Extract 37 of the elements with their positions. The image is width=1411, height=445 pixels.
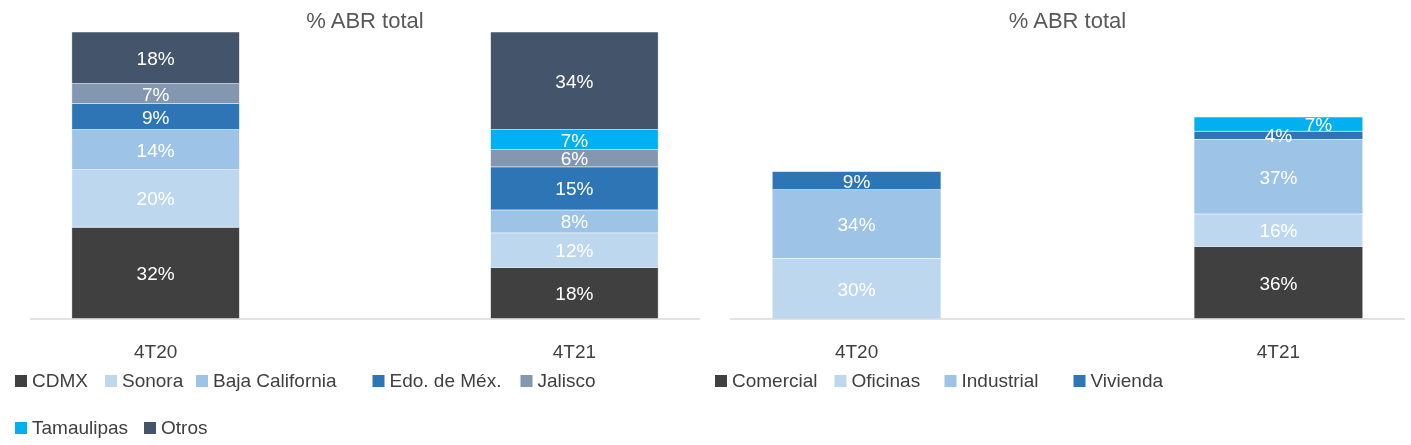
- x-tick-label: 4T20: [133, 341, 178, 362]
- data-label: 16%: [1259, 220, 1298, 242]
- data-label: 34%: [555, 70, 594, 92]
- legend-label: Edo. de Méx.: [389, 370, 502, 391]
- data-label: 8%: [560, 211, 589, 233]
- legend-label: Otros: [161, 417, 208, 438]
- x-tick-label: 4T21: [1256, 341, 1301, 362]
- data-label: 6%: [560, 148, 589, 170]
- chart-title: % ABR total: [1008, 8, 1127, 33]
- chart-title: % ABR total: [306, 8, 424, 33]
- data-label: 7%: [1304, 114, 1333, 136]
- data-label: 18%: [136, 47, 175, 69]
- legend-label: Jalisco: [537, 370, 596, 391]
- data-label: 14%: [136, 139, 175, 161]
- data-label: 36%: [1259, 272, 1298, 294]
- data-label: 30%: [837, 278, 876, 300]
- legend-label: Comercial: [732, 370, 818, 391]
- x-tick-label: 4T21: [552, 341, 597, 362]
- legend-label: Sonora: [122, 370, 184, 391]
- data-label: 34%: [837, 214, 876, 236]
- data-label: 7%: [141, 83, 170, 105]
- data-label: 32%: [136, 263, 175, 285]
- data-label: 9%: [842, 170, 871, 192]
- legend-label: Vivienda: [1090, 370, 1164, 391]
- x-tick-label: 4T20: [834, 341, 879, 362]
- legend-label: CDMX: [32, 370, 89, 391]
- legend-label: Tamaulipas: [32, 417, 129, 438]
- data-label: 15%: [555, 178, 594, 200]
- legend-label: Industrial: [961, 370, 1039, 391]
- data-label: 12%: [555, 240, 594, 262]
- legend-label: Baja California: [213, 370, 337, 391]
- data-label: 7%: [560, 129, 589, 151]
- data-label: 18%: [555, 283, 594, 305]
- data-label: 9%: [141, 106, 170, 128]
- data-label: 20%: [136, 188, 175, 210]
- legend-label: Oficinas: [851, 370, 921, 391]
- data-label: 37%: [1259, 166, 1298, 188]
